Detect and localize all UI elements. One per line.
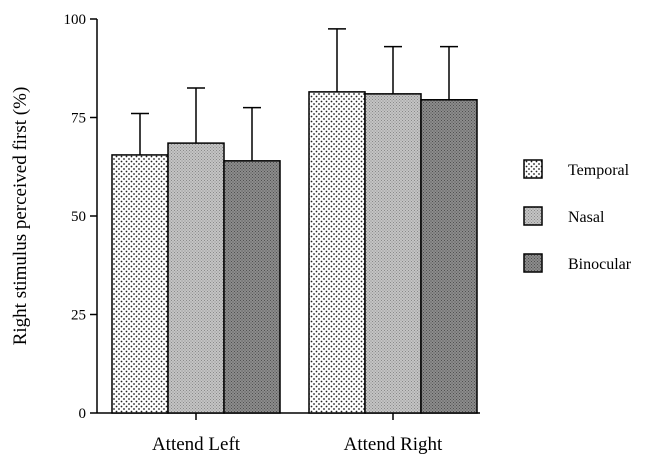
legend-label-temporal: Temporal <box>568 162 630 179</box>
y-tick-label: 75 <box>71 111 86 127</box>
bar-temporal-attend-right <box>308 91 366 414</box>
bars <box>111 91 478 414</box>
y-tick-label: 100 <box>64 12 87 28</box>
y-tick-label: 25 <box>71 308 86 324</box>
legend-swatch-binocular <box>523 253 543 273</box>
bar-nasal-attend-right <box>364 93 422 414</box>
error-bars <box>131 28 458 161</box>
bar-temporal-attend-left <box>111 154 169 414</box>
bar-binocular-attend-left <box>223 160 281 414</box>
legend-swatch-temporal <box>523 159 543 179</box>
bar-binocular-attend-right <box>420 99 478 414</box>
legend-label-binocular: Binocular <box>568 256 632 273</box>
y-tick-label: 50 <box>71 209 86 225</box>
legend-label-nasal: Nasal <box>568 209 605 226</box>
x-category-label: Attend Left <box>152 434 241 455</box>
bar-nasal-attend-left <box>167 142 225 414</box>
legend-swatch-nasal <box>523 206 543 226</box>
legend: Temporal Nasal Binocular <box>523 159 632 273</box>
y-tick-label: 0 <box>79 406 87 422</box>
tick-labels: 0 25 50 75 100 Attend Left Attend Right <box>64 12 444 455</box>
x-category-label: Attend Right <box>344 434 443 455</box>
y-axis-title: Right stimulus perceived first (%) <box>10 87 31 346</box>
